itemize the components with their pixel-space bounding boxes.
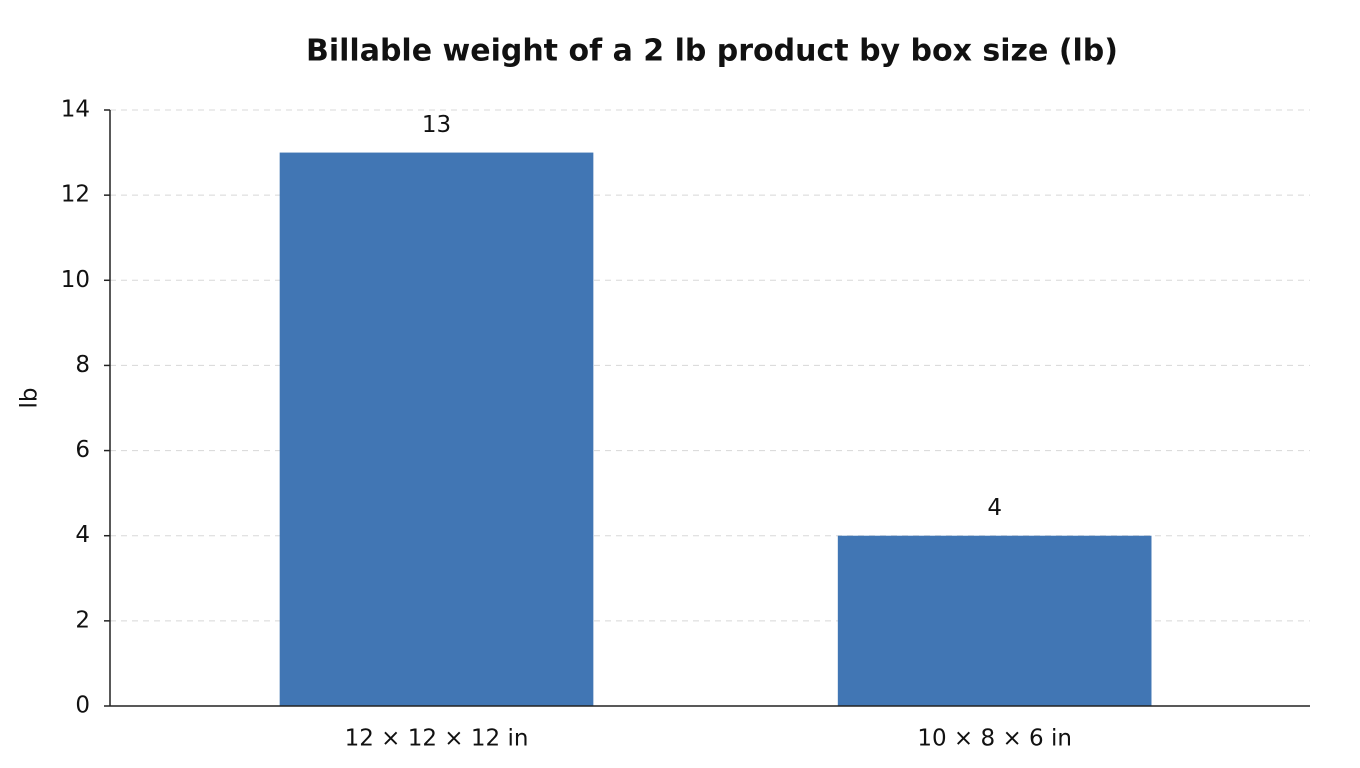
data-label: 4 <box>987 495 1002 521</box>
y-tick-label: 8 <box>75 352 90 378</box>
chart-title: Billable weight of a 2 lb product by box… <box>306 34 1118 69</box>
y-tick-label: 2 <box>75 607 90 633</box>
bar <box>837 535 1152 706</box>
data-label: 13 <box>422 112 451 138</box>
y-tick-label: 12 <box>61 182 90 208</box>
x-tick-label: 10 × 8 × 6 in <box>917 726 1072 752</box>
y-tick-label: 14 <box>61 97 90 123</box>
y-tick-label: 10 <box>61 267 90 293</box>
y-axis-label: lb <box>17 388 43 409</box>
y-tick-label: 4 <box>75 522 90 548</box>
y-tick-label: 0 <box>75 693 90 719</box>
bar <box>279 152 594 707</box>
x-tick-label: 12 × 12 × 12 in <box>345 726 529 752</box>
y-tick-label: 6 <box>75 437 90 463</box>
